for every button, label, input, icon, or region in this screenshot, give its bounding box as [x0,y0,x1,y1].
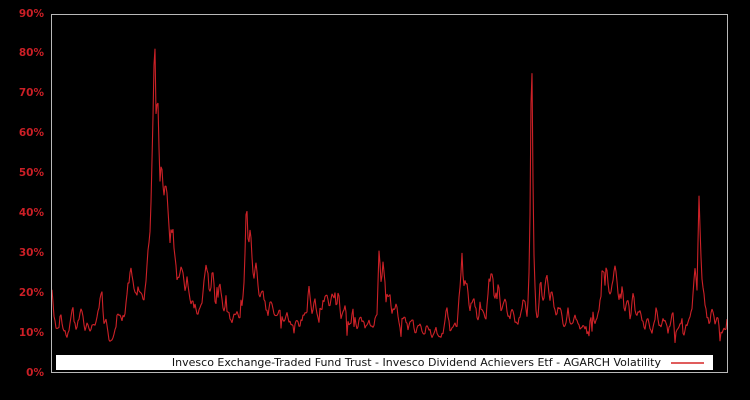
y-axis-tick-label: 60% [18,127,44,140]
y-axis-tick-label: 80% [18,47,44,60]
y-axis-tick-label: 90% [18,7,44,20]
legend-line-sample [671,361,704,364]
y-axis-tick-label: 50% [18,167,44,180]
legend-label: Invesco Exchange-Traded Fund Trust - Inv… [171,356,661,369]
y-axis-tick-label: 0% [26,366,44,379]
y-axis-tick-label: 30% [18,246,44,259]
y-axis-tick-label: 10% [18,326,44,339]
y-axis-tick-label: 20% [18,286,44,299]
volatility-line [52,48,727,343]
volatility-line-series [52,48,727,343]
plot-area: Invesco Exchange-Traded Fund Trust - Inv… [51,14,728,373]
y-axis-tick-label: 40% [18,206,44,219]
y-axis-tick-label: 70% [18,87,44,100]
legend: Invesco Exchange-Traded Fund Trust - Inv… [56,355,713,370]
y-axis: 0% 10% 20% 30% 40% 50% 60% 70% 80% 90% [0,0,45,400]
